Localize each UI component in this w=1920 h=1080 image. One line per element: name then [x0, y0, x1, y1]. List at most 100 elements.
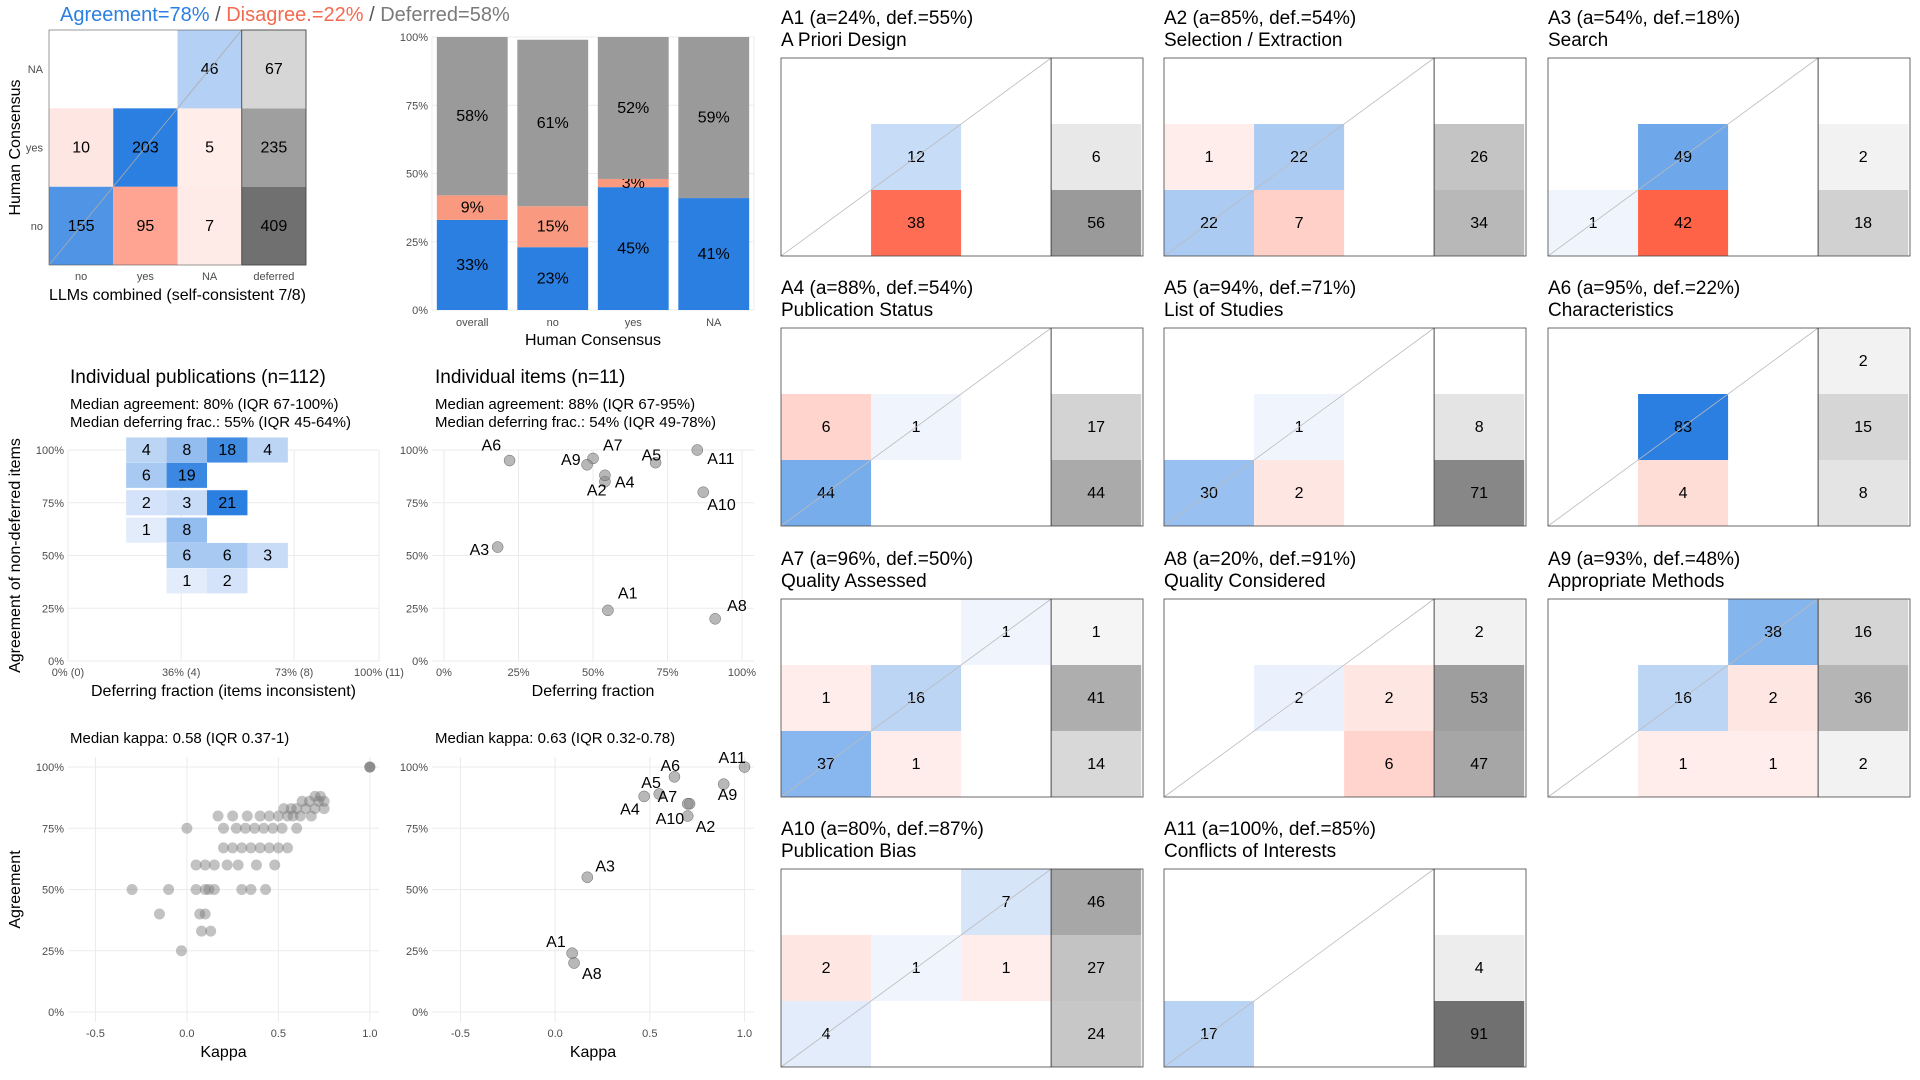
scatter-point: [218, 842, 229, 854]
cell-value: 1: [1589, 215, 1598, 232]
scatter-point: [208, 884, 220, 895]
cell-value: 3: [182, 495, 191, 512]
scatter-point: [691, 444, 704, 456]
y-tick-label: 25%: [406, 603, 428, 615]
scatter-point: [285, 803, 297, 815]
y-tick-label: 50%: [42, 551, 64, 563]
bar-segment: [436, 219, 508, 310]
scatter-point: [303, 795, 315, 807]
separator: /: [209, 4, 227, 26]
x-tick-label: -0.5: [451, 1028, 470, 1040]
heatmap-cell: [1728, 731, 1819, 797]
scatter-point: [503, 454, 516, 467]
cell-value: 2: [1859, 353, 1868, 370]
item-title: A3 (a=54%, def.=18%): [1548, 8, 1740, 29]
heatmap-cell: [1434, 460, 1525, 526]
deferred-border: [1433, 327, 1527, 527]
scatter-point: [181, 822, 193, 834]
scatter-point: [278, 803, 290, 815]
heatmap-cell: [1638, 460, 1729, 526]
scatter-point: [566, 947, 578, 959]
cell-value: 1: [912, 960, 921, 977]
cell-value: 30: [1200, 485, 1218, 502]
scatter-point: [241, 810, 253, 822]
item-title: A10 (a=80%, def.=87%): [781, 819, 984, 840]
bar-label: 59%: [698, 110, 730, 127]
point-label: A11: [707, 451, 734, 468]
cell-value: 4: [822, 1026, 831, 1043]
scatter-point: [190, 859, 202, 871]
deferred-border: [1050, 327, 1144, 527]
heatmap-cell: [177, 108, 242, 187]
x-tick-label: NA: [706, 317, 722, 329]
heatmap-cell: [1728, 665, 1819, 731]
bar-segment: [597, 37, 669, 179]
bar-label: 52%: [617, 100, 649, 117]
cell-value: 15: [1854, 419, 1872, 436]
y-tick-label: 0%: [412, 1007, 428, 1019]
item-name: Publication Bias: [781, 841, 916, 862]
scatter-point: [272, 810, 284, 822]
x-tick-label: 0.0: [179, 1028, 194, 1040]
heatmap-cell: [1051, 190, 1142, 256]
cell-value: 44: [1087, 485, 1105, 502]
point-label: A3: [470, 542, 490, 559]
scatter-point: [282, 842, 294, 854]
cell-value: 18: [1854, 215, 1872, 232]
cell-value: 2: [1859, 756, 1868, 773]
bar-label: 45%: [617, 241, 649, 258]
cell-value: 44: [817, 485, 835, 502]
deferred-border: [1817, 598, 1911, 798]
deferred-border: [1433, 868, 1527, 1068]
cell-value: 7: [1002, 894, 1011, 911]
separator: /: [363, 4, 381, 26]
cell-value: 56: [1087, 215, 1105, 232]
panel-title: Individual publications (n=112): [70, 367, 326, 388]
cell-value: 1: [912, 756, 921, 773]
scatter-point: [296, 795, 308, 807]
x-tick-label: 0% (0): [52, 667, 84, 679]
y-tick-label: 0%: [48, 1007, 64, 1019]
scatter-point: [653, 788, 666, 800]
diagonal-line: [1547, 57, 1819, 257]
y-axis-title: Human Consensus: [7, 79, 24, 215]
bar-label: 3%: [622, 175, 645, 192]
cell-value: 19: [178, 467, 196, 484]
cell-value: 18: [218, 442, 236, 459]
bar-segment: [597, 178, 669, 188]
x-axis-title: Kappa: [570, 1044, 616, 1061]
y-tick-label: no: [31, 221, 43, 233]
diagonal-line: [1163, 598, 1435, 798]
item-name: Conflicts of Interests: [1164, 841, 1336, 862]
x-tick-label: 50%: [582, 667, 604, 679]
cell-value: 4: [1475, 960, 1484, 977]
cell-value: 2: [223, 573, 232, 590]
diagonal-line: [780, 868, 1052, 1068]
scatter-point: [199, 908, 211, 920]
deferred-label: Deferred=58%: [380, 4, 510, 26]
cell-value: 7: [1295, 215, 1304, 232]
scatter-point: [258, 822, 270, 834]
scatter-point: [568, 957, 580, 969]
y-tick-label: 100%: [400, 762, 428, 774]
heatmap-cell: [1818, 328, 1909, 394]
heatmap-cell: [166, 437, 208, 463]
point-label: A4: [620, 801, 640, 818]
scatter-point: [282, 810, 294, 822]
y-tick-label: 0%: [412, 656, 428, 668]
x-tick-label: 0.5: [271, 1028, 286, 1040]
scatter-point: [230, 822, 242, 834]
cell-value: 37: [817, 756, 835, 773]
cell-value: 8: [1859, 485, 1868, 502]
cell-value: 95: [136, 218, 154, 235]
cell-value: 2: [822, 960, 831, 977]
scatter-point: [300, 803, 312, 815]
cell-value: 24: [1087, 1026, 1105, 1043]
diagonal-line: [780, 57, 1052, 257]
cell-value: 7: [205, 218, 214, 235]
item-name: Selection / Extraction: [1164, 30, 1342, 51]
heatmap-cell: [1434, 1001, 1525, 1067]
point-label: A6: [660, 758, 680, 775]
scatter-point: [208, 859, 220, 871]
